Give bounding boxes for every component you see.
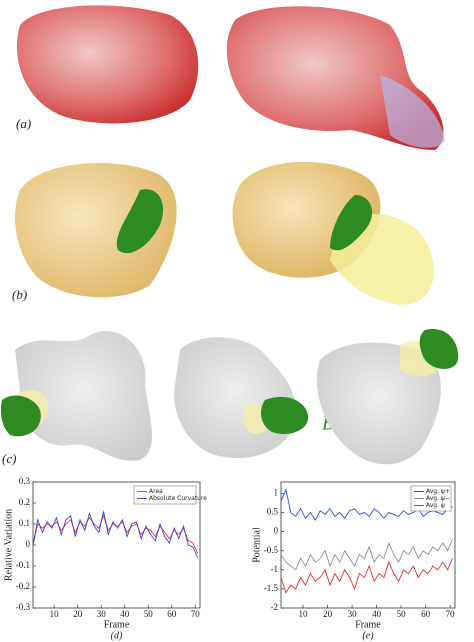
panel-label: (c) bbox=[2, 451, 16, 466]
x-tick-label: 40 bbox=[372, 609, 382, 619]
y-tick-label: 0.1 bbox=[19, 518, 30, 528]
legend-box bbox=[133, 485, 197, 505]
y-axis-label: Relative Variation bbox=[3, 509, 14, 581]
caption: (d) bbox=[111, 630, 123, 641]
plot-frame bbox=[280, 481, 456, 609]
binding-site bbox=[419, 329, 459, 369]
x-tick-label: 60 bbox=[421, 609, 431, 619]
x-tick-label: 70 bbox=[446, 609, 456, 619]
protein-surface bbox=[15, 163, 177, 298]
x-tick-label: 60 bbox=[167, 609, 177, 619]
y-tick-label: 0.2 bbox=[19, 497, 30, 507]
legend-label: Avg. ψ bbox=[426, 502, 445, 509]
y-tick-label: -1.5 bbox=[264, 583, 279, 593]
y-tick-label: -2 bbox=[271, 602, 279, 612]
y-tick-label: 0 bbox=[274, 526, 279, 536]
series-line bbox=[32, 511, 199, 558]
series-line bbox=[280, 488, 453, 522]
x-tick-label: 50 bbox=[397, 609, 407, 619]
y-axis-label: Potential bbox=[251, 527, 262, 563]
x-tick-label: 70 bbox=[191, 609, 201, 619]
x-tick-label: 10 bbox=[299, 609, 309, 619]
x-tick-label: 20 bbox=[323, 609, 333, 619]
binding-site bbox=[116, 189, 164, 254]
panel-label: (b) bbox=[12, 287, 27, 302]
binding-site bbox=[330, 195, 373, 251]
y-tick-label: 0.5 bbox=[267, 507, 279, 517]
legend-label: Avg. ψ− bbox=[426, 495, 450, 502]
y-tick-label: -0.5 bbox=[264, 545, 279, 555]
y-tick-label: 1 bbox=[274, 488, 279, 498]
x-tick-label: 30 bbox=[348, 609, 358, 619]
legend-label: Avg. ψ+ bbox=[426, 488, 450, 495]
legend-label: Area bbox=[149, 488, 163, 495]
x-tick-label: 20 bbox=[73, 609, 83, 619]
legend-label: Absolute Curvature bbox=[149, 495, 207, 502]
series-line bbox=[280, 558, 453, 594]
protein-surface bbox=[15, 331, 152, 461]
x-tick-label: 10 bbox=[50, 609, 60, 619]
binding-site bbox=[260, 396, 309, 435]
y-tick-label: -0.3 bbox=[16, 602, 31, 612]
protein-tail bbox=[380, 75, 445, 148]
x-axis-label: Frame bbox=[104, 619, 130, 630]
x-tick-label: 50 bbox=[144, 609, 154, 619]
x-tick-label: 30 bbox=[97, 609, 107, 619]
y-tick-label: -0.1 bbox=[16, 560, 30, 570]
binding-site bbox=[0, 395, 41, 437]
caption: (e) bbox=[362, 630, 374, 641]
y-tick-label: -1 bbox=[271, 564, 279, 574]
y-tick-label: 0 bbox=[26, 539, 31, 549]
panel-label: (a) bbox=[16, 116, 31, 131]
series-line bbox=[280, 539, 453, 571]
x-tick-label: 40 bbox=[120, 609, 130, 619]
protein-surface bbox=[16, 5, 199, 124]
y-tick-label: -0.2 bbox=[16, 581, 30, 591]
y-tick-label: 0.3 bbox=[19, 476, 31, 486]
x-axis-label: Frame bbox=[355, 619, 381, 630]
